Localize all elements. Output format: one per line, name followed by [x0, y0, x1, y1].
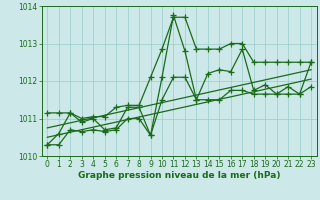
X-axis label: Graphe pression niveau de la mer (hPa): Graphe pression niveau de la mer (hPa)	[78, 171, 280, 180]
